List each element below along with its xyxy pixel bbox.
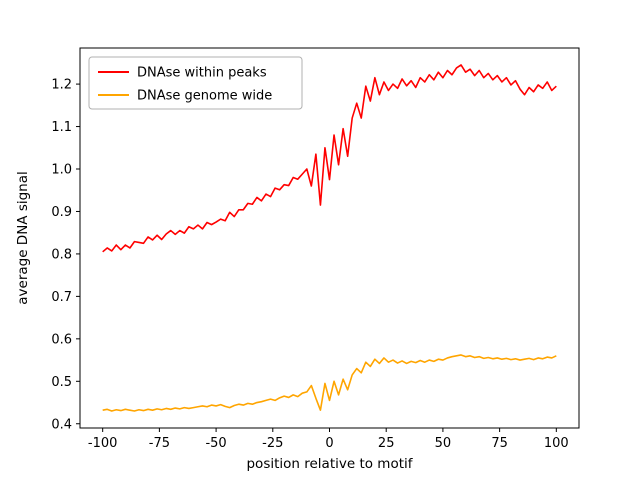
x-tick-label: 100 <box>544 436 569 451</box>
x-tick-label: -50 <box>205 436 226 451</box>
y-tick-label: 1.1 <box>51 120 72 135</box>
y-tick-label: 0.6 <box>51 332 72 347</box>
x-tick-label: -25 <box>262 436 283 451</box>
y-tick-label: 0.5 <box>51 375 72 390</box>
x-tick-label: 75 <box>491 436 508 451</box>
series-line-0 <box>102 64 557 253</box>
x-tick-label: 50 <box>435 436 452 451</box>
x-tick-label: 0 <box>325 436 333 451</box>
x-tick-label: 25 <box>378 436 395 451</box>
y-axis-label: average DNA signal <box>15 171 31 305</box>
y-tick-label: 0.8 <box>51 247 72 262</box>
x-tick-label: -75 <box>149 436 170 451</box>
legend-label-0: DNAse within peaks <box>137 66 267 81</box>
x-axis-label: position relative to motif <box>246 456 413 472</box>
x-tick-label: -100 <box>88 436 118 451</box>
y-tick-label: 1.2 <box>51 78 72 93</box>
y-tick-label: 0.4 <box>51 417 72 432</box>
legend-label-1: DNAse genome wide <box>137 89 272 104</box>
y-tick-label: 1.0 <box>51 163 72 178</box>
y-tick-label: 0.9 <box>51 205 72 220</box>
y-tick-label: 0.7 <box>51 290 72 305</box>
legend-box <box>88 56 303 110</box>
series-line-1 <box>102 354 557 412</box>
